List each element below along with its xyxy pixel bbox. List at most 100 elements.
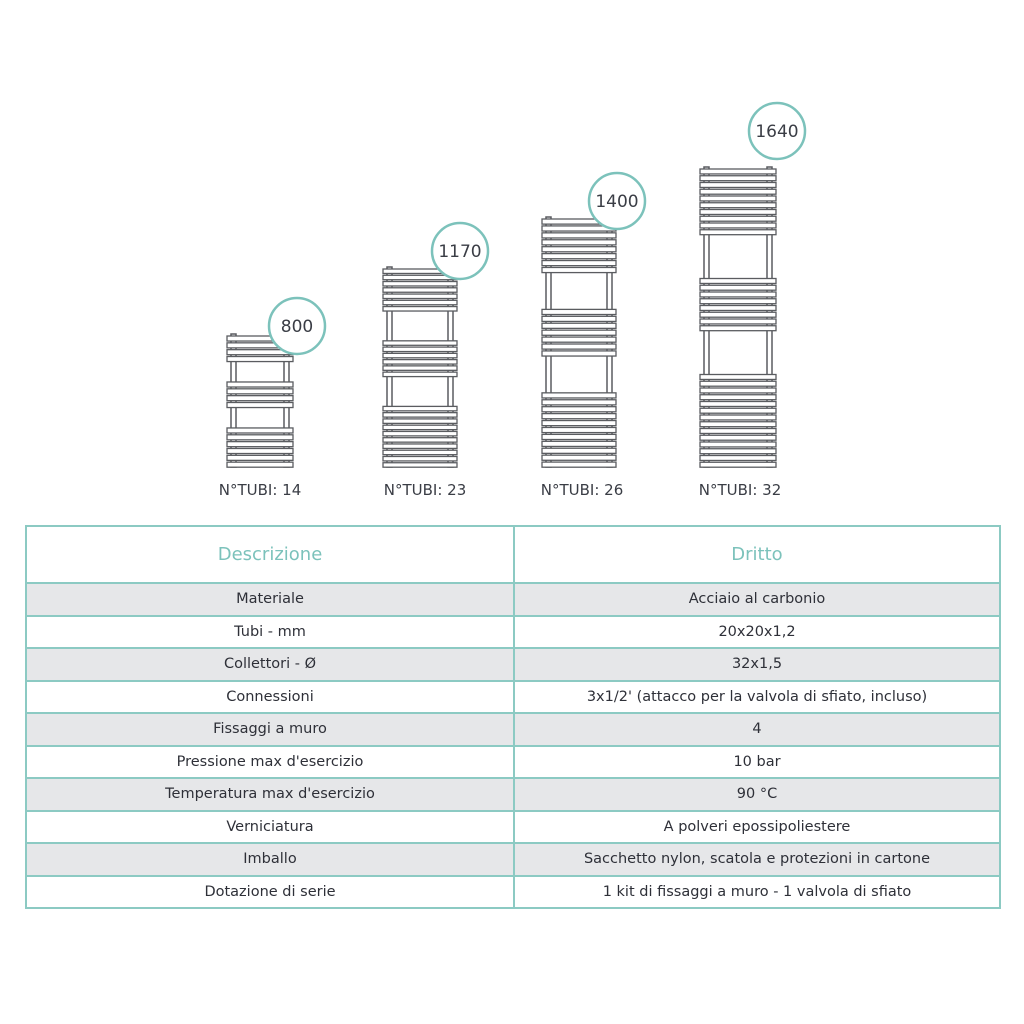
radiator-tube	[699, 427, 777, 435]
radiator-tube	[699, 215, 777, 222]
radiator-tube	[382, 305, 458, 312]
radiator-tube	[382, 280, 458, 287]
radiator-tube	[541, 454, 617, 461]
radiator-tube	[541, 315, 617, 323]
spec-label: Temperatura max d'esercizio	[25, 777, 515, 812]
height-label: 800	[281, 317, 313, 337]
radiator-tube	[382, 449, 458, 456]
spec-value: 4	[513, 712, 1001, 747]
radiator-tube	[699, 387, 777, 394]
table-row: Connessioni 3x1/2' (attacco per la valvol…	[25, 679, 1001, 714]
radiator-tube	[541, 252, 617, 260]
radiator-tube	[699, 208, 777, 216]
tube-count-label: N°TUBI: 26	[540, 481, 624, 499]
radiator-tube	[699, 380, 777, 387]
radiator-tube	[699, 394, 777, 401]
radiator-tube	[699, 400, 777, 408]
radiator-tube	[541, 419, 617, 427]
radiator-tube	[699, 168, 777, 175]
radiator-tube	[382, 455, 458, 462]
radiator-tube	[699, 325, 777, 332]
radiator-tube	[226, 434, 294, 441]
radiator-tube	[541, 447, 617, 455]
spec-label: Collettori - Ø	[25, 647, 515, 682]
radiator-tube	[226, 440, 294, 448]
radiator-tube	[699, 318, 777, 325]
radiator-tube	[699, 434, 777, 441]
spec-table: Descrizione Dritto Materiale Acciaio al c…	[25, 525, 1001, 909]
radiator-tube	[382, 352, 458, 359]
height-label: 1640	[755, 122, 798, 142]
radiator-tube	[541, 350, 617, 357]
spec-label: Materiale	[25, 582, 515, 617]
radiator-tube	[541, 426, 617, 434]
radiator-tube	[226, 401, 294, 409]
height-badge	[587, 171, 647, 231]
radiator-tube	[699, 421, 777, 428]
radiator-tube	[699, 448, 777, 455]
table-row: Verniciatura A polveri epossipoliestere	[25, 809, 1001, 844]
tube-count-label: N°TUBI: 23	[383, 481, 467, 499]
radiator-tube	[699, 304, 777, 312]
radiator-tube	[699, 441, 777, 448]
radiator-tube	[699, 175, 777, 182]
spec-label: Fissaggi a muro	[25, 712, 515, 747]
radiator-tube	[541, 433, 617, 441]
header-description: Descrizione	[25, 525, 515, 584]
radiator-tube	[382, 412, 458, 418]
radiator-tube	[382, 358, 458, 365]
radiator-tube	[541, 461, 617, 468]
tube-count-label: N°TUBI: 14	[218, 481, 302, 499]
radiator-tube	[541, 308, 617, 316]
radiator-tube	[699, 181, 777, 189]
table-row: Fissaggi a muro 4	[25, 712, 1001, 747]
radiator-tube	[226, 388, 294, 395]
height-label: 1170	[438, 242, 481, 262]
radiator-tube	[699, 195, 777, 202]
radiator-tube	[541, 329, 617, 336]
radiator-tube	[541, 343, 617, 350]
radiator-tube	[541, 440, 617, 448]
height-badge	[430, 221, 490, 281]
spec-value: 90 °C	[513, 777, 1001, 812]
radiator-tube	[541, 336, 617, 343]
radiator-tube	[541, 322, 617, 330]
radiator-tube	[382, 346, 458, 353]
table-row: Tubi - mm 20x20x1,2	[25, 614, 1001, 649]
radiator-tube	[382, 371, 458, 378]
radiator-tube	[541, 399, 617, 406]
radiator-tube	[226, 461, 294, 468]
radiator-tube	[699, 277, 777, 285]
radiator-tube	[226, 395, 294, 402]
spec-label: Verniciatura	[25, 809, 515, 844]
spec-label: Pressione max d'esercizio	[25, 744, 515, 779]
radiator-tube	[699, 229, 777, 236]
radiator-tube	[699, 373, 777, 381]
radiator-tube	[541, 232, 617, 239]
radiator-tube	[226, 427, 294, 434]
radiator-tube	[226, 454, 294, 462]
spec-value: 20x20x1,2	[513, 614, 1001, 649]
radiator-tube	[382, 287, 458, 293]
radiator-illustrations: 800 1170 1400 1640	[226, 101, 807, 468]
radiator-tube	[699, 284, 777, 291]
radiator-tube	[699, 407, 777, 414]
radiator-tube	[699, 311, 777, 318]
spec-value: 10 bar	[513, 744, 1001, 779]
radiator-tube	[382, 365, 458, 371]
spec-value: 3x1/2' (attacco per la valvola di sfiato…	[513, 679, 1001, 714]
height-label: 1400	[595, 192, 638, 212]
radiator-tube	[699, 454, 777, 462]
radiator-tube	[382, 299, 458, 306]
radiator-tube	[699, 414, 777, 421]
table-row: Collettori - Ø 32x1,5	[25, 647, 1001, 682]
radiator-tube	[382, 405, 458, 412]
radiator-tube	[226, 381, 294, 388]
spec-label: Dotazione di serie	[25, 874, 515, 909]
radiator-tube	[541, 259, 617, 267]
spec-value: Acciaio al carbonio	[513, 582, 1001, 617]
spec-value: 1 kit di fissaggi a muro - 1 valvola di …	[513, 874, 1001, 909]
radiator-tube	[382, 340, 458, 346]
radiator-tube	[541, 392, 617, 399]
radiator-tube	[699, 298, 777, 305]
